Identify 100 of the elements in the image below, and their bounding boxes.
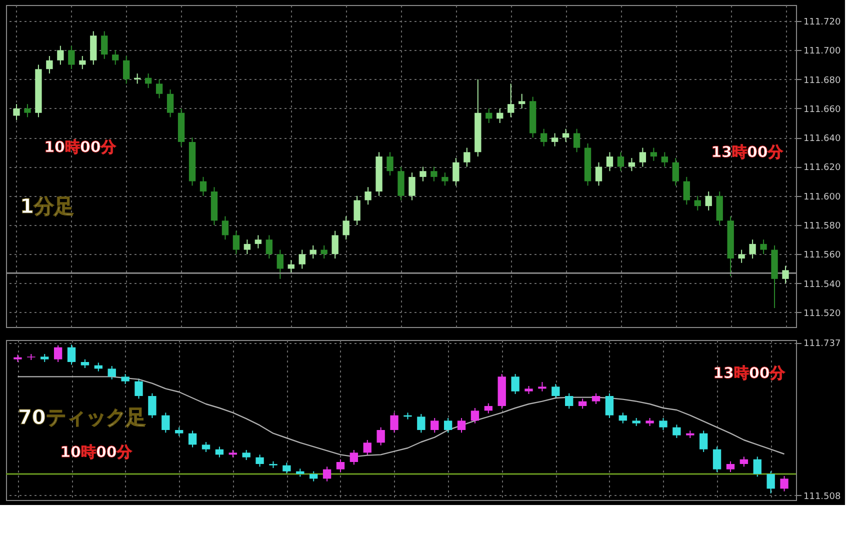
candlestick xyxy=(121,374,130,384)
candlestick xyxy=(595,162,602,186)
candlestick xyxy=(639,147,646,168)
candlestick xyxy=(188,430,197,448)
candlestick xyxy=(551,132,558,147)
candlestick xyxy=(148,392,156,418)
y-tick-label: 111.520 xyxy=(804,308,841,319)
candlestick xyxy=(13,104,20,121)
y-tick-label: 111.580 xyxy=(804,222,841,232)
candlestick xyxy=(705,191,712,211)
candlestick xyxy=(672,424,681,438)
candlestick xyxy=(144,72,152,89)
candlestick xyxy=(672,157,679,186)
candlestick xyxy=(232,230,240,255)
candlestick xyxy=(760,239,767,255)
candlestick xyxy=(782,265,789,284)
candlestick xyxy=(496,108,504,124)
candlestick xyxy=(350,450,358,466)
y-tick-label: 111.560 xyxy=(804,250,841,261)
candlestick xyxy=(452,157,460,186)
annotation: 10時00分 xyxy=(60,443,133,461)
candlestick xyxy=(457,418,466,434)
candlestick xyxy=(442,172,448,186)
candlestick xyxy=(101,30,108,60)
y-tick-label: 111.737 xyxy=(804,339,841,350)
candlestick xyxy=(540,128,548,147)
candlestick xyxy=(123,55,130,84)
candlestick xyxy=(470,408,480,424)
annotation: 13時00分 xyxy=(713,364,786,382)
candlestick xyxy=(46,55,53,74)
candlestick xyxy=(363,440,372,456)
y-tick-label: 111.600 xyxy=(804,192,841,202)
candlestick xyxy=(511,374,520,394)
candlestick xyxy=(552,384,560,400)
candlestick xyxy=(162,412,170,434)
candlestick xyxy=(298,249,306,270)
annotation: 13時00分 xyxy=(711,143,784,161)
candlestick xyxy=(202,442,210,452)
y-tick-label: 111.660 xyxy=(804,104,841,115)
candlestick xyxy=(322,466,332,482)
candlestick xyxy=(726,460,735,472)
annotation: 1分足 xyxy=(20,194,74,218)
candlestick xyxy=(430,166,438,182)
candlestick xyxy=(618,412,627,424)
candlestick xyxy=(68,45,75,70)
candlestick xyxy=(134,72,141,84)
candlestick xyxy=(573,128,580,153)
candlestick xyxy=(518,93,526,109)
candlestick xyxy=(266,234,273,260)
y-tick-label: 111.720 xyxy=(804,18,841,28)
candlestick xyxy=(215,446,224,458)
candlestick xyxy=(256,454,264,468)
candlestick xyxy=(386,152,394,176)
candlestick xyxy=(67,344,76,366)
candlestick xyxy=(430,418,439,434)
candlestick xyxy=(336,458,345,472)
candlestick xyxy=(592,392,600,404)
candlestick xyxy=(420,166,426,182)
candlestick xyxy=(390,412,398,434)
annotation: 10時00分 xyxy=(44,138,117,156)
candlestick xyxy=(342,216,350,240)
candlestick xyxy=(310,470,318,482)
candlestick xyxy=(740,456,748,468)
candlestick xyxy=(694,195,701,211)
candlestick xyxy=(200,176,207,196)
candlestick xyxy=(749,239,756,260)
candlestick xyxy=(659,418,668,430)
y-tick-label: 111.700 xyxy=(804,46,841,57)
candlestick xyxy=(444,418,452,434)
candlestick xyxy=(661,152,668,168)
candlestick xyxy=(332,230,338,260)
candlestick xyxy=(417,414,426,434)
candlestick xyxy=(617,152,624,172)
candlestick xyxy=(700,430,708,452)
y-tick-label: 111.640 xyxy=(804,134,841,144)
y-tick-label: 111.540 xyxy=(804,280,841,290)
candlestick xyxy=(605,392,614,418)
candlestick xyxy=(606,152,614,172)
y-tick-label: 111.620 xyxy=(804,163,841,174)
candlestick xyxy=(156,78,163,99)
candlestick xyxy=(54,344,62,362)
candlestick xyxy=(650,147,658,162)
candlestick xyxy=(486,108,492,124)
y-tick-label: 111.508 xyxy=(804,492,841,502)
y-tick-label: 111.680 xyxy=(804,76,841,86)
candlestick xyxy=(780,476,788,492)
candlestick xyxy=(244,239,251,255)
candlestick xyxy=(108,366,116,380)
candlestick xyxy=(354,195,360,226)
candlestick xyxy=(464,147,470,168)
candlestick xyxy=(738,249,745,264)
candlestick xyxy=(134,378,143,400)
candlestick xyxy=(565,392,574,410)
candlestick xyxy=(562,128,570,142)
candlestick xyxy=(766,470,775,494)
candlestick xyxy=(57,45,64,66)
candlestick xyxy=(242,450,250,460)
candlestick xyxy=(408,172,416,201)
candlestick xyxy=(364,186,372,206)
candlestick xyxy=(578,398,587,410)
